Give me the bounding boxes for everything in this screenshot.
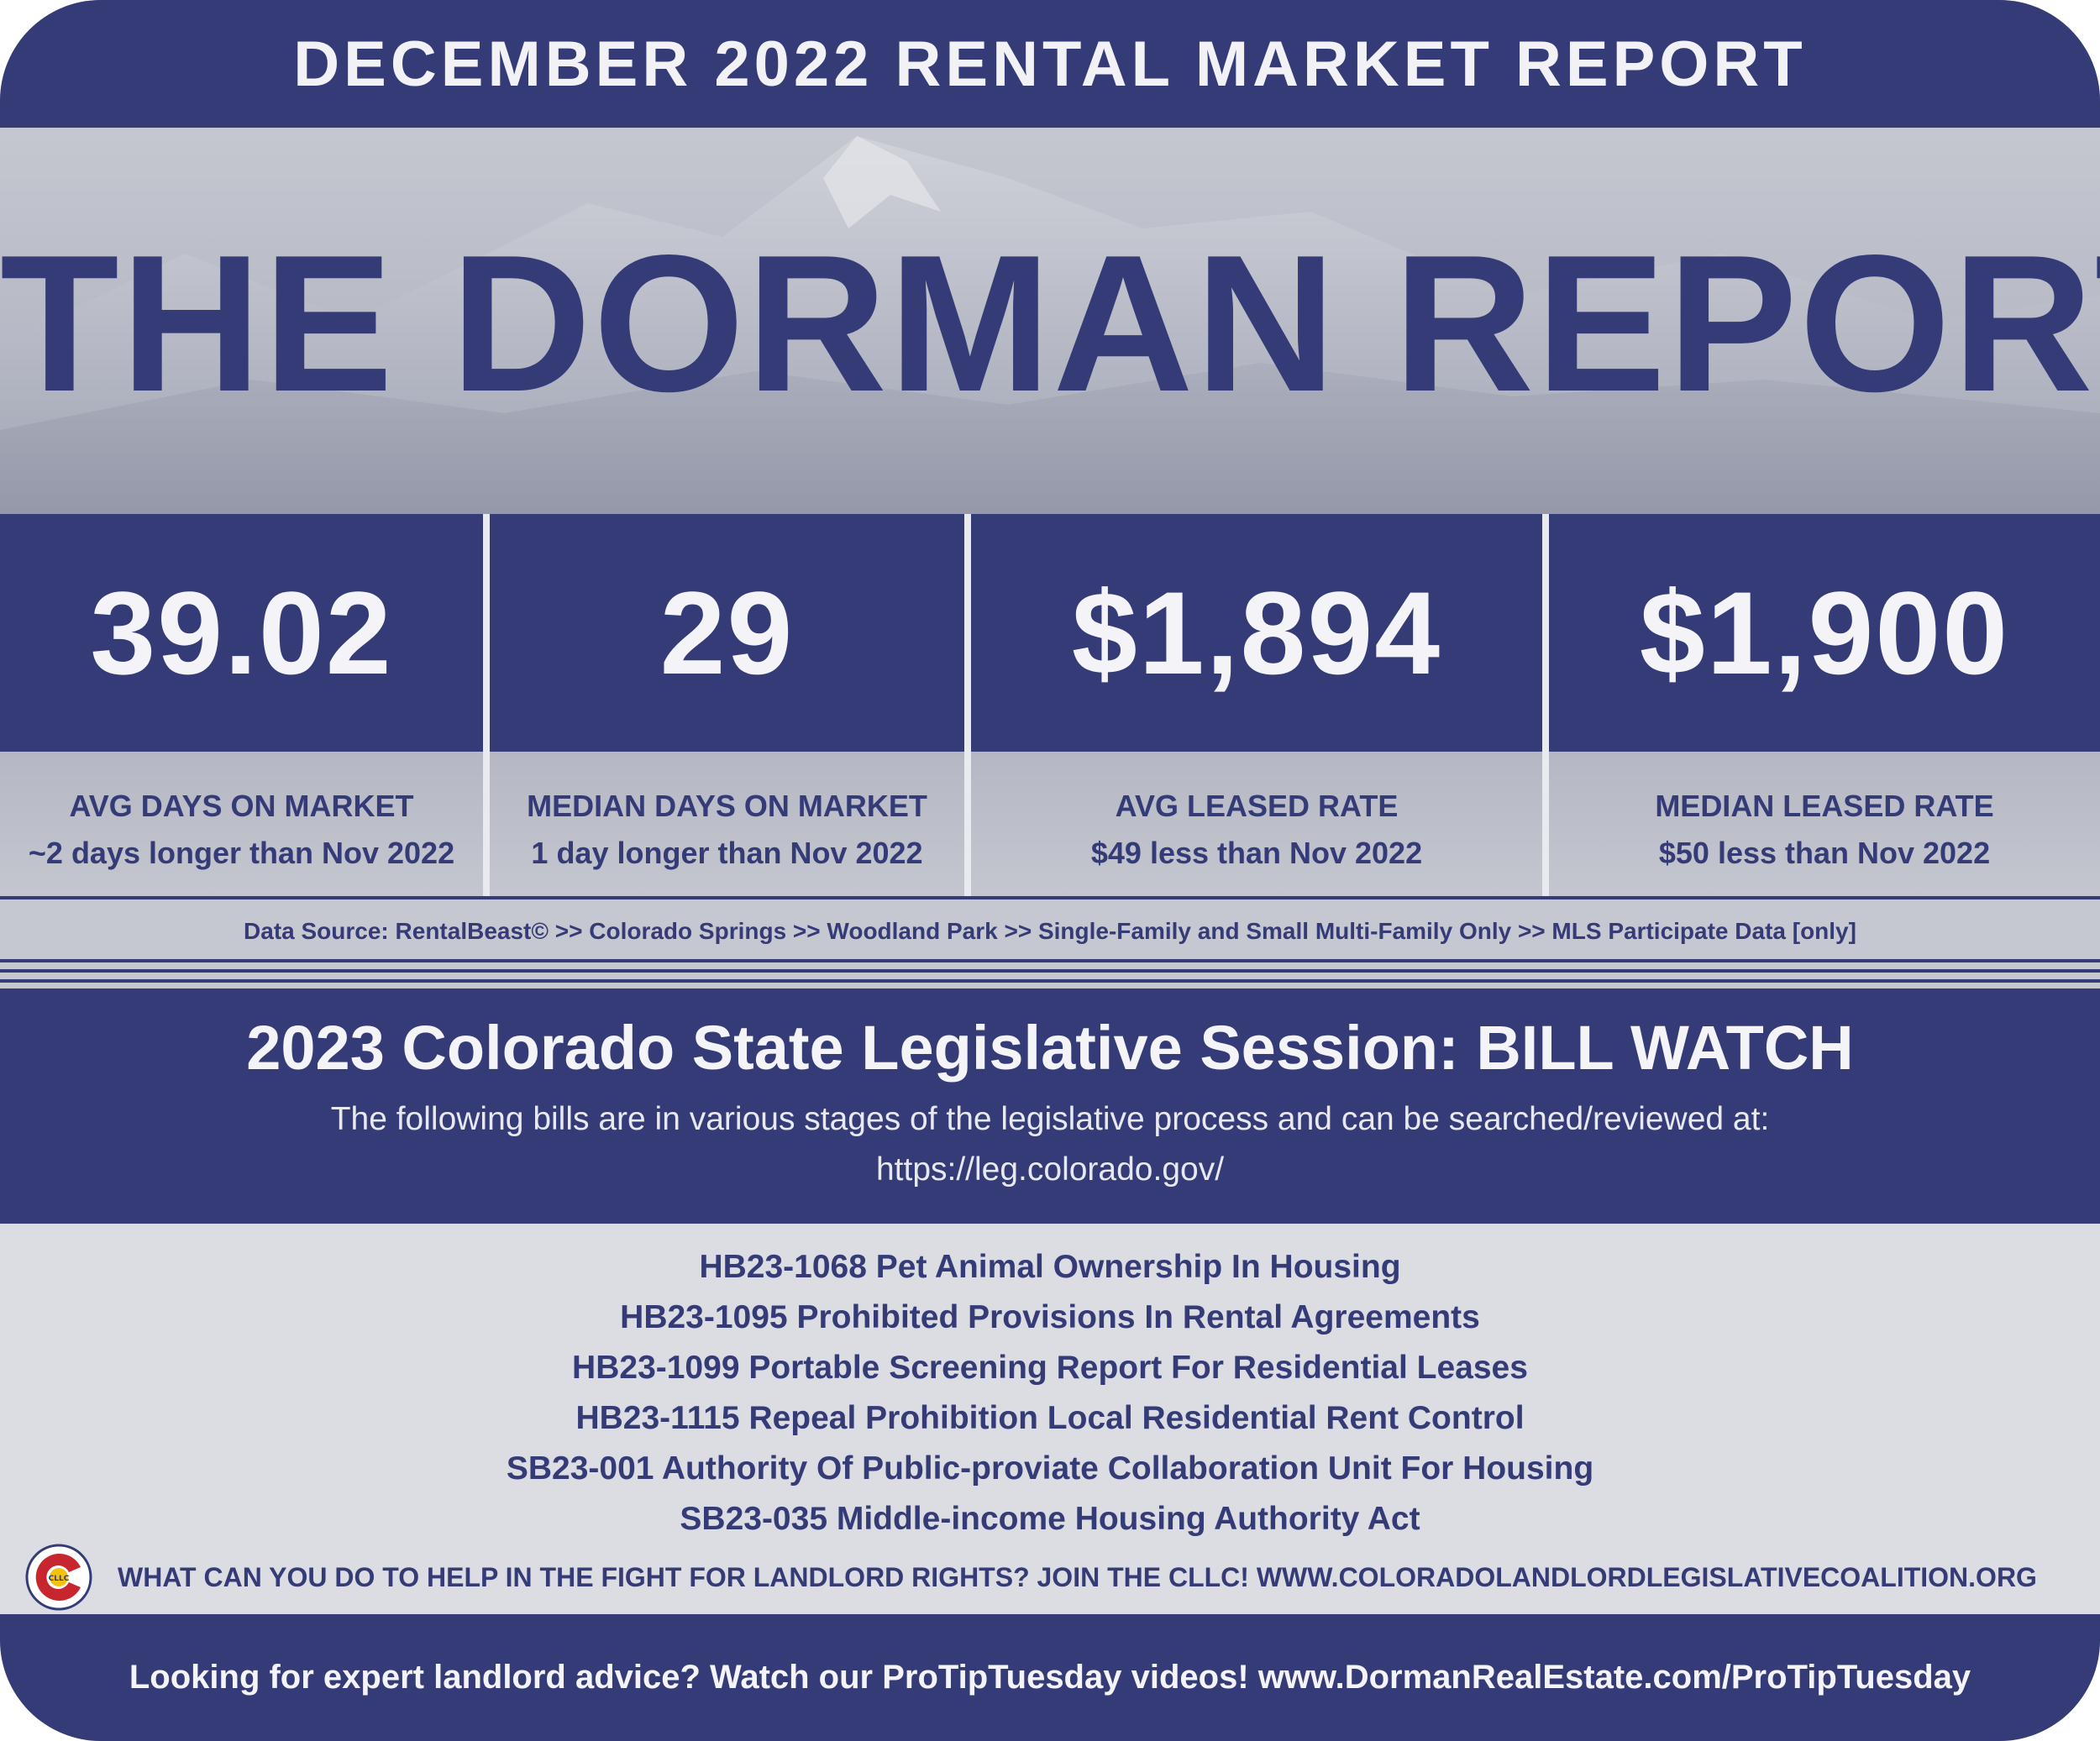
- header-band: DECEMBER 2022 RENTAL MARKET REPORT: [0, 0, 2100, 128]
- stat-label: AVG DAYS ON MARKET: [69, 789, 414, 823]
- stat-avg-days: 39.02 AVG DAYS ON MARKET ~2 days longer …: [0, 514, 483, 896]
- stat-value: $1,900: [1549, 514, 2100, 752]
- bill-item: SB23-035 Middle-income Housing Authority…: [680, 1501, 1420, 1537]
- data-source-section: [0, 896, 2100, 988]
- stat-change: 1 day longer than Nov 2022: [531, 836, 923, 870]
- bill-list-section: [0, 1224, 2100, 1614]
- stats-section: 39.02 AVG DAYS ON MARKET ~2 days longer …: [0, 514, 2100, 896]
- stat-value: $1,894: [971, 514, 1542, 752]
- footer-text[interactable]: Looking for expert landlord advice? Watc…: [129, 1659, 1971, 1696]
- stat-change: $50 less than Nov 2022: [1658, 836, 1991, 870]
- hero-section: THE DORMAN REPORT: [0, 128, 2100, 514]
- bill-list: HB23-1068 Pet Animal Ownership In Housin…: [0, 1242, 2100, 1544]
- stat-change: $49 less than Nov 2022: [1090, 836, 1423, 870]
- stat-value: 29: [490, 514, 964, 752]
- stat-divider: [1542, 514, 1549, 896]
- report-title: DECEMBER 2022 RENTAL MARKET REPORT: [293, 28, 1807, 100]
- stat-label: MEDIAN LEASED RATE: [1655, 789, 1994, 823]
- main-title: THE DORMAN REPORT: [0, 215, 2100, 433]
- mountain-image: [0, 136, 2100, 514]
- stat-median-days: 29 MEDIAN DAYS ON MARKET 1 day longer th…: [490, 514, 964, 896]
- divider-line: [0, 969, 2100, 973]
- stat-value: 39.02: [0, 514, 483, 752]
- bill-watch-band: [0, 988, 2100, 1224]
- footer-band: Looking for expert landlord advice? Watc…: [0, 1614, 2100, 1741]
- bill-item: SB23-001 Authority Of Public-proviate Co…: [506, 1450, 1594, 1487]
- bill-item: HB23-1068 Pet Animal Ownership In Housin…: [699, 1249, 1401, 1285]
- stat-label: MEDIAN DAYS ON MARKET: [527, 789, 927, 823]
- colorado-flag-logo: CLLC: [25, 1544, 92, 1611]
- stat-divider: [964, 514, 971, 896]
- stat-caption: MEDIAN DAYS ON MARKET 1 day longer than …: [490, 783, 964, 877]
- bill-watch-title: 2023 Colorado State Legislative Session:…: [246, 1013, 1854, 1083]
- stat-caption: AVG LEASED RATE $49 less than Nov 2022: [971, 783, 1542, 877]
- data-source: Data Source: RentalBeast© >> Colorado Sp…: [244, 918, 1856, 944]
- stat-label: AVG LEASED RATE: [1115, 789, 1399, 823]
- cllc-message[interactable]: WHAT CAN YOU DO TO HELP IN THE FIGHT FOR…: [118, 1561, 2037, 1592]
- divider-line: [0, 959, 2100, 962]
- stat-change: ~2 days longer than Nov 2022: [28, 836, 455, 870]
- divider-line: [0, 979, 2100, 983]
- bill-item: HB23-1095 Prohibited Provisions In Renta…: [620, 1299, 1480, 1335]
- bill-item: HB23-1115 Repeal Prohibition Local Resid…: [575, 1400, 1525, 1436]
- cllc-logo-text: CLLC: [49, 1575, 70, 1583]
- bill-watch-description: The following bills are in various stage…: [0, 1094, 2100, 1195]
- bill-item: HB23-1099 Portable Screening Report For …: [572, 1350, 1528, 1386]
- bill-watch-text: The following bills are in various stage…: [330, 1101, 1770, 1137]
- stat-divider: [483, 514, 490, 896]
- stat-avg-rate: $1,894 AVG LEASED RATE $49 less than Nov…: [971, 514, 1542, 896]
- divider-line: [0, 896, 2100, 899]
- cllc-callout: CLLC WHAT CAN YOU DO TO HELP IN THE FIGH…: [25, 1544, 2075, 1611]
- legislature-link[interactable]: https://leg.colorado.gov/: [875, 1151, 1225, 1188]
- stat-caption: MEDIAN LEASED RATE $50 less than Nov 202…: [1549, 783, 2100, 877]
- stat-median-rate: $1,900 MEDIAN LEASED RATE $50 less than …: [1549, 514, 2100, 896]
- stat-caption: AVG DAYS ON MARKET ~2 days longer than N…: [0, 783, 483, 877]
